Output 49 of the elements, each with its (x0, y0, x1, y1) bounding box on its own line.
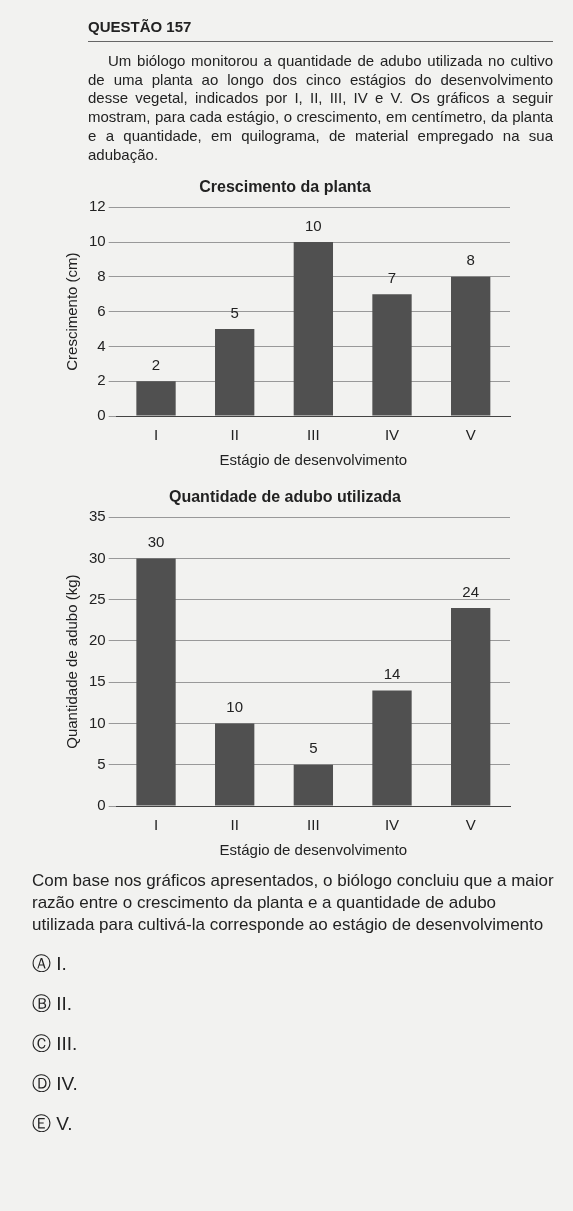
data-label: 2 (151, 356, 161, 374)
text: Ⓑ II. (32, 991, 74, 1016)
x-tick-label: II (230, 426, 239, 444)
x-tick-label: II (230, 816, 239, 834)
data-label: 24 (462, 582, 480, 600)
text: Ⓓ IV. (32, 1071, 79, 1096)
y-tick-label: 4 (97, 336, 106, 354)
y-tick-label: 12 (89, 197, 106, 215)
x-tick-label: I (153, 426, 159, 444)
y-tick-label: 2 (97, 371, 106, 389)
y-tick-label: 15 (89, 672, 106, 690)
data-label: 7 (387, 269, 397, 287)
x-tick-label: IV (384, 426, 400, 444)
x-tick-label: III (307, 816, 320, 834)
text: Com base nos gráficos apresentados, o biólogo concluiu que a maior razão entre o crescimento da planta e a quantidade de adubo utilizada para cultivá-la corresponde ao estágio de desenvolvimento (32, 870, 555, 937)
y-tick-label: 35 (89, 507, 106, 525)
y-tick-label: 10 (89, 232, 106, 250)
data-label: 5 (309, 739, 318, 757)
text: Ⓐ I. (32, 951, 68, 976)
data-label: 5 (230, 303, 239, 321)
y-tick-label: 25 (89, 590, 106, 608)
data-label: 8 (466, 251, 475, 269)
y-tick-label: 6 (97, 301, 106, 319)
y-tick-label: 30 (89, 548, 106, 566)
data-label: 10 (226, 698, 244, 716)
y-axis-title: Quantidade de adubo (kg) (63, 574, 81, 749)
x-axis-title: Estágio de desenvolvimento (219, 841, 408, 859)
chart-title: Quantidade de adubo utilizada (168, 488, 402, 506)
y-axis-title: Crescimento (cm) (63, 252, 81, 372)
y-tick-label: 0 (97, 406, 106, 424)
text: Ⓒ III. (32, 1031, 79, 1056)
y-tick-label: 20 (89, 631, 106, 649)
x-axis-title: Estágio de desenvolvimento (219, 451, 408, 469)
x-tick-label: IV (384, 816, 400, 834)
text: Ⓔ V. (32, 1111, 74, 1136)
x-tick-label: V (465, 426, 476, 444)
chart-title: Crescimento da planta (199, 178, 371, 196)
text: QUESTÃO 157 (88, 18, 553, 42)
x-tick-label: III (307, 426, 320, 444)
y-tick-label: 8 (97, 267, 106, 285)
data-label: 14 (383, 665, 401, 683)
text: Um biólogo monitorou a quantidade de adubo utilizada no cultivo de uma planta ao longo dos cinco estágios do desenvolvimento desse vegetal, indicados por I, II, III, IV e V. Os gráficos a seguir mostram, para cada estágio, o crescimento, em centímetro, da planta e a quantidade, em quilograma, de material empregado na sua adubação. (88, 51, 553, 165)
y-tick-label: 0 (97, 796, 106, 814)
data-label: 10 (305, 216, 322, 234)
x-tick-label: V (465, 816, 476, 834)
x-tick-label: I (153, 816, 159, 834)
y-tick-label: 10 (89, 713, 106, 731)
y-tick-label: 5 (97, 755, 106, 773)
data-label: 30 (147, 533, 165, 551)
